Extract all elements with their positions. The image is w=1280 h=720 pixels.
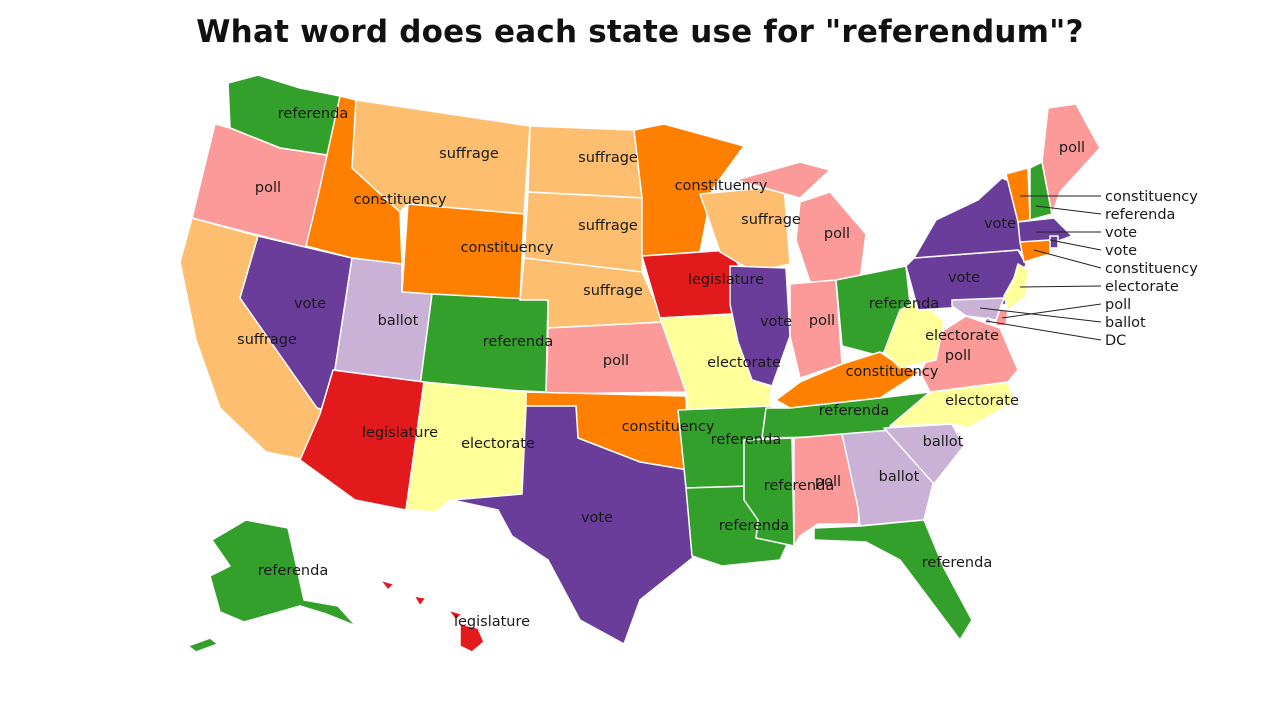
callout-label-md: ballot (1105, 315, 1146, 331)
state-label-mi: poll (824, 226, 850, 242)
state-label-mo: electorate (707, 355, 781, 371)
state-label-ga: ballot (879, 469, 920, 485)
callout-label-de: poll (1105, 297, 1131, 313)
state-label-nv: vote (294, 296, 326, 312)
state-label-ut: ballot (378, 313, 419, 329)
state-label-oh: referenda (869, 296, 939, 312)
state-me (1041, 103, 1101, 215)
state-label-ky: constituency (846, 364, 939, 380)
state-wv (883, 299, 945, 369)
state-label-ak: referenda (258, 563, 328, 579)
state-label-ms: referenda (764, 478, 834, 494)
state-label-tx: vote (581, 510, 613, 526)
callout-label-ri: vote (1105, 243, 1137, 259)
state-fl (813, 519, 973, 641)
state-ms (743, 437, 795, 547)
leader-nh (1035, 205, 1102, 215)
state-label-wy: constituency (461, 240, 554, 256)
leader-nj (1019, 285, 1102, 288)
state-label-nc: electorate (945, 393, 1019, 409)
state-label-ca: suffrage (237, 332, 297, 348)
leader-ri (1049, 239, 1102, 251)
state-ak (187, 519, 357, 653)
state-label-nd: suffrage (578, 150, 638, 166)
state-label-co: referenda (483, 334, 553, 350)
state-label-ne: suffrage (583, 283, 643, 299)
state-label-id: constituency (354, 192, 447, 208)
state-label-mn: constituency (675, 178, 768, 194)
state-label-az: legislature (362, 425, 438, 441)
state-label-wv: electorate (925, 328, 999, 344)
state-label-me: poll (1059, 140, 1085, 156)
callout-label-ct: constituency (1105, 261, 1198, 277)
state-ri (1049, 235, 1059, 249)
leader-ct (1033, 249, 1102, 269)
state-va (919, 315, 1019, 393)
callout-label-vt: constituency (1105, 189, 1198, 205)
state-label-ar: referenda (711, 432, 781, 448)
state-in (789, 279, 843, 379)
state-ct (1019, 239, 1051, 263)
state-il (729, 265, 791, 387)
state-mn (633, 123, 745, 257)
callout-label-ma: vote (1105, 225, 1137, 241)
state-label-fl: referenda (922, 555, 992, 571)
state-label-ok: constituency (622, 419, 715, 435)
state-label-mt: suffrage (439, 146, 499, 162)
state-label-sd: suffrage (578, 218, 638, 234)
callout-label-nh: referenda (1105, 207, 1175, 223)
state-label-wi: suffrage (741, 212, 801, 228)
state-label-wa: referenda (278, 106, 348, 122)
state-label-pa: vote (948, 270, 980, 286)
callout-label-nj: electorate (1105, 279, 1179, 295)
state-label-in: poll (809, 313, 835, 329)
state-label-al: poll (815, 474, 841, 490)
state-label-va: poll (945, 348, 971, 364)
leader-dc (985, 320, 1102, 341)
callout-label-dc: DC (1105, 333, 1126, 349)
state-label-il: vote (760, 314, 792, 330)
state-label-or: poll (255, 180, 281, 196)
state-label-ny: vote (984, 216, 1016, 232)
state-tx (451, 405, 701, 645)
state-hi (379, 579, 485, 653)
state-label-nm: electorate (461, 436, 535, 452)
state-label-tn: referenda (819, 403, 889, 419)
state-md (951, 297, 1005, 321)
state-label-hi: legislature (454, 614, 530, 630)
state-label-ks: poll (603, 353, 629, 369)
map-title: What word does each state use for "refer… (196, 14, 1084, 50)
state-label-la: referenda (719, 518, 789, 534)
leader-de (1001, 303, 1102, 319)
leader-md (979, 307, 1102, 323)
state-label-ia: legislature (688, 272, 764, 288)
state-label-sc: ballot (923, 434, 964, 450)
